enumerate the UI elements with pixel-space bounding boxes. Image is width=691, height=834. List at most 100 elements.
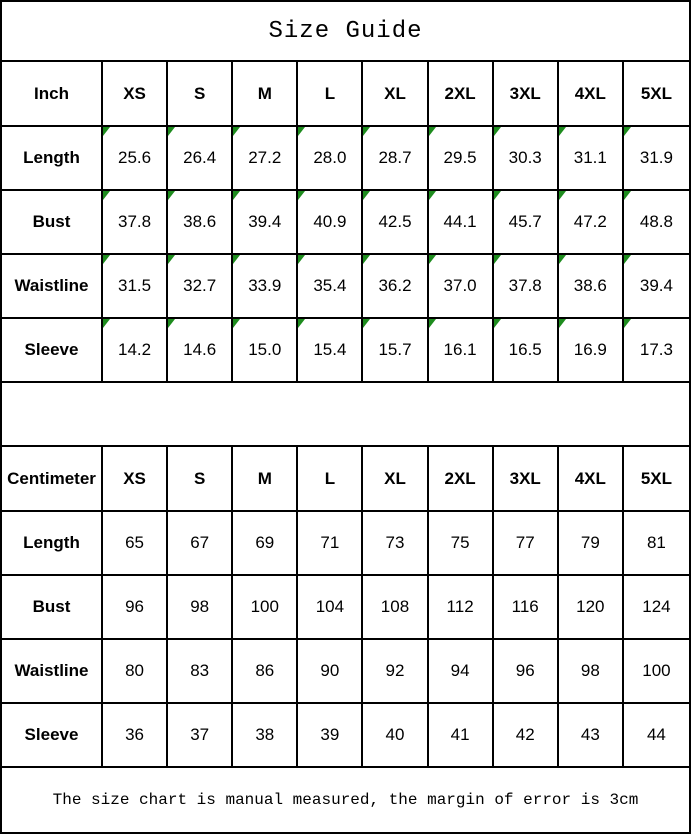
- table-row: Length 25.6 26.4 27.2 28.0 28.7 29.5 30.3 31.1 31…: [2, 127, 689, 191]
- value-cell: 17.3: [623, 319, 689, 383]
- corner-marker-icon: [298, 255, 306, 264]
- row-label-cell: Length: [2, 127, 103, 191]
- value-cell: 29.5: [428, 127, 494, 191]
- value-cell: 65: [103, 512, 169, 576]
- corner-marker-icon: [623, 255, 631, 264]
- row-label-cell: Waistline: [2, 640, 103, 704]
- corner-marker-icon: [623, 127, 631, 136]
- size-header-cell: 4XL: [558, 62, 624, 127]
- corner-marker-icon: [363, 127, 371, 136]
- size-header-cell: 5XL: [623, 447, 689, 512]
- corner-marker-icon: [233, 255, 241, 264]
- value-cell: 112: [428, 576, 494, 640]
- value-cell: 15.4: [298, 319, 364, 383]
- value-cell: 14.2: [103, 319, 169, 383]
- value-cell: 38.6: [168, 191, 234, 255]
- value-cell: 15.0: [233, 319, 299, 383]
- value-cell: 104: [298, 576, 364, 640]
- value-cell: 39: [298, 704, 364, 768]
- value-cell: 25.6: [103, 127, 169, 191]
- table-row: Length 65 67 69 71 73 75 77 79 81: [2, 512, 689, 576]
- value-cell: 40.9: [298, 191, 364, 255]
- value-cell: 31.1: [558, 127, 624, 191]
- value-cell: 77: [493, 512, 559, 576]
- corner-marker-icon: [298, 191, 306, 200]
- value-cell: 81: [623, 512, 689, 576]
- value-cell: 38.6: [558, 255, 624, 319]
- size-header-cell: S: [168, 447, 234, 512]
- value-cell: 47.2: [558, 191, 624, 255]
- value-cell: 116: [493, 576, 559, 640]
- corner-marker-icon: [428, 191, 436, 200]
- corner-marker-icon: [493, 127, 501, 136]
- corner-marker-icon: [363, 191, 371, 200]
- table-header-row: Inch XS S M L XL 2XL 3XL 4XL 5XL: [2, 62, 689, 127]
- corner-marker-icon: [623, 191, 631, 200]
- value-cell: 43: [558, 704, 624, 768]
- value-cell: 16.1: [428, 319, 494, 383]
- size-header-cell: M: [233, 447, 299, 512]
- value-cell: 100: [623, 640, 689, 704]
- size-table-centimeter: Centimeter XS S M L XL 2XL 3XL 4XL 5XL Length 65 67 6…: [2, 447, 689, 768]
- size-header-cell: 2XL: [428, 62, 494, 127]
- value-cell: 32.7: [168, 255, 234, 319]
- unit-header-cell: Centimeter: [2, 447, 103, 512]
- value-cell: 39.4: [623, 255, 689, 319]
- value-cell: 100: [233, 576, 299, 640]
- value-cell: 120: [558, 576, 624, 640]
- corner-marker-icon: [558, 191, 566, 200]
- value-cell: 40: [363, 704, 429, 768]
- corner-marker-icon: [428, 127, 436, 136]
- corner-marker-icon: [493, 255, 501, 264]
- corner-marker-icon: [298, 319, 306, 328]
- corner-marker-icon: [233, 319, 241, 328]
- table-header-row: Centimeter XS S M L XL 2XL 3XL 4XL 5XL: [2, 447, 689, 512]
- size-header-cell: 3XL: [493, 62, 559, 127]
- value-cell: 96: [493, 640, 559, 704]
- corner-marker-icon: [493, 319, 501, 328]
- value-cell: 94: [428, 640, 494, 704]
- size-header-cell: L: [298, 447, 364, 512]
- corner-marker-icon: [168, 255, 176, 264]
- value-cell: 30.3: [493, 127, 559, 191]
- corner-marker-icon: [558, 127, 566, 136]
- value-cell: 90: [298, 640, 364, 704]
- value-cell: 44.1: [428, 191, 494, 255]
- row-label-cell: Bust: [2, 576, 103, 640]
- table-row: Sleeve 14.2 14.6 15.0 15.4 15.7 16.1 16.5 16.9 17…: [2, 319, 689, 383]
- value-cell: 69: [233, 512, 299, 576]
- value-cell: 28.0: [298, 127, 364, 191]
- table-row: Bust 37.8 38.6 39.4 40.9 42.5 44.1 45.7 47.2 48.8: [2, 191, 689, 255]
- value-cell: 98: [168, 576, 234, 640]
- row-label-cell: Waistline: [2, 255, 103, 319]
- corner-marker-icon: [103, 319, 110, 328]
- corner-marker-icon: [168, 127, 176, 136]
- size-header-cell: 5XL: [623, 62, 689, 127]
- corner-marker-icon: [558, 255, 566, 264]
- unit-header-cell: Inch: [2, 62, 103, 127]
- value-cell: 73: [363, 512, 429, 576]
- value-cell: 37.8: [103, 191, 169, 255]
- value-cell: 96: [103, 576, 169, 640]
- size-header-cell: L: [298, 62, 364, 127]
- table-row: Sleeve 36 37 38 39 40 41 42 43 44: [2, 704, 689, 768]
- size-header-cell: 3XL: [493, 447, 559, 512]
- corner-marker-icon: [233, 191, 241, 200]
- size-header-cell: 4XL: [558, 447, 624, 512]
- row-label-cell: Sleeve: [2, 704, 103, 768]
- value-cell: 92: [363, 640, 429, 704]
- value-cell: 124: [623, 576, 689, 640]
- value-cell: 98: [558, 640, 624, 704]
- value-cell: 45.7: [493, 191, 559, 255]
- value-cell: 31.5: [103, 255, 169, 319]
- value-cell: 80: [103, 640, 169, 704]
- corner-marker-icon: [363, 319, 371, 328]
- value-cell: 37: [168, 704, 234, 768]
- value-cell: 33.9: [233, 255, 299, 319]
- corner-marker-icon: [493, 191, 501, 200]
- value-cell: 42: [493, 704, 559, 768]
- corner-marker-icon: [558, 319, 566, 328]
- row-label-cell: Length: [2, 512, 103, 576]
- corner-marker-icon: [103, 191, 110, 200]
- size-header-cell: XS: [103, 447, 169, 512]
